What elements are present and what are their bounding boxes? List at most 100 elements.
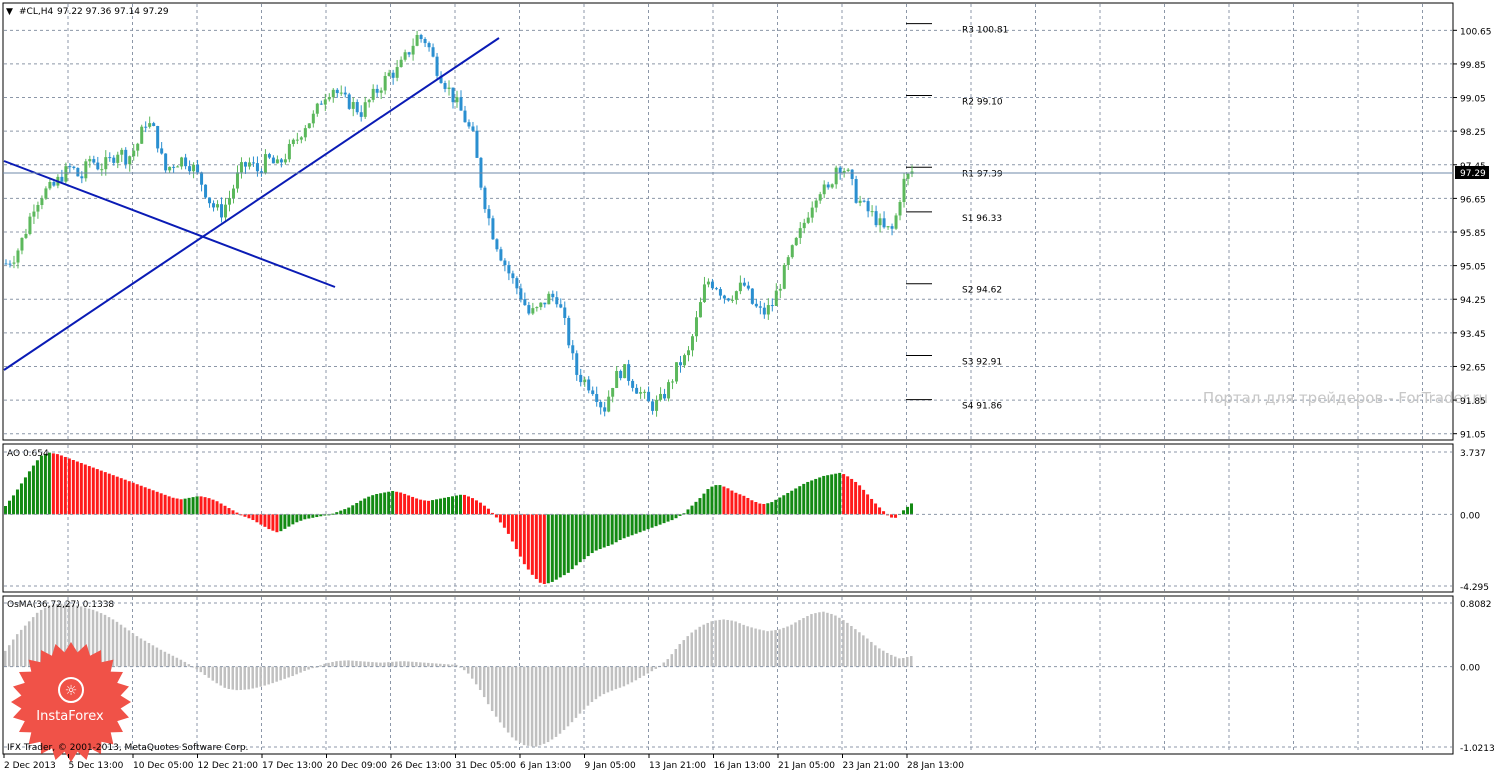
osma-bar	[762, 630, 765, 667]
ao-tick-label: 3.737	[1460, 449, 1486, 459]
ao-bar	[179, 499, 183, 515]
ao-bar	[439, 498, 443, 515]
candle-body	[770, 305, 774, 307]
osma-tick-label: 0.00	[1460, 664, 1480, 674]
time-tick-label: 28 Jan 13:00	[907, 761, 964, 771]
ao-bar	[247, 514, 251, 519]
time-tick-label: 5 Dec 13:00	[69, 761, 124, 771]
candle-body	[48, 182, 52, 189]
ao-bar	[702, 493, 706, 515]
osma-bar	[654, 666, 658, 669]
candle-body	[579, 374, 583, 383]
ao-bar	[299, 514, 303, 521]
ao-bar	[862, 489, 866, 515]
osma-bar	[690, 632, 693, 667]
candle-body	[603, 407, 607, 412]
ao-bar	[59, 455, 63, 515]
osma-bar	[698, 626, 701, 667]
ao-bar	[794, 488, 798, 515]
candle-body	[567, 317, 571, 346]
ao-bar	[143, 487, 147, 515]
candle-body	[722, 295, 726, 299]
candle-body	[447, 87, 451, 89]
candle-body	[575, 353, 579, 375]
osma-bar	[167, 653, 171, 667]
osma-bar	[11, 639, 15, 667]
osma-bar	[810, 614, 813, 667]
trendline-descending[interactable]	[3, 160, 336, 288]
price-panel-frame	[2, 2, 1454, 441]
chart-header-arrow: ▼	[6, 7, 13, 17]
osma-bar	[187, 664, 191, 667]
candle-body	[315, 103, 319, 114]
candle-body	[539, 302, 543, 308]
candle-body	[623, 364, 627, 379]
ao-bar	[526, 514, 530, 570]
osma-bar	[75, 605, 79, 667]
ao-bar	[642, 514, 646, 531]
ao-bar	[359, 500, 363, 515]
ao-bar	[694, 501, 698, 515]
ao-bar	[4, 506, 7, 515]
osma-bar	[910, 656, 913, 667]
ao-bar	[758, 503, 762, 515]
osma-bar	[171, 655, 175, 667]
trendlines[interactable]	[3, 37, 500, 371]
osma-bar	[718, 619, 721, 667]
ao-bar	[714, 485, 718, 515]
osma-bar	[379, 662, 382, 667]
osma-bar	[782, 627, 785, 667]
ao-bar	[674, 514, 678, 519]
time-tick-label: 9 Jan 05:00	[585, 761, 637, 771]
pivot-levels: R3 100.81 R2 99.10 R1 97.39 S1 96.33 S2 94.6…	[906, 23, 1008, 412]
osma-bar	[179, 659, 183, 667]
osma-bar	[435, 663, 438, 667]
candle-body	[307, 123, 311, 129]
osma-bar	[347, 660, 350, 667]
ao-bar	[43, 454, 47, 515]
ao-bar	[686, 509, 690, 515]
candle-body	[299, 137, 303, 140]
ao-bar	[31, 465, 35, 515]
osma-bar	[590, 666, 594, 703]
candle-body	[734, 291, 738, 300]
osma-bar	[694, 629, 697, 667]
candle-body	[263, 154, 267, 174]
ao-bar	[514, 514, 518, 550]
candle-body	[647, 391, 651, 402]
ao-bar	[478, 502, 482, 515]
osma-bar	[702, 624, 705, 667]
candle-body	[347, 94, 351, 109]
instaforex-logo[interactable]: ☼ InstaForex	[11, 642, 131, 762]
osma-bar	[203, 666, 207, 675]
candle-body	[239, 162, 243, 173]
osma-bar	[419, 662, 422, 667]
candle-body	[148, 123, 152, 127]
osma-bar	[7, 645, 11, 667]
ao-bar	[610, 514, 614, 545]
pivot-label: S2 94.62	[962, 286, 1002, 296]
ao-bar	[554, 514, 558, 580]
ao-bar	[618, 514, 622, 540]
osma-bar	[271, 666, 274, 684]
ao-bar	[718, 485, 722, 515]
osma-bar	[882, 650, 885, 667]
ao-bar	[351, 505, 355, 515]
osma-bar	[726, 619, 729, 667]
candle-body	[655, 399, 659, 411]
ao-bar	[614, 514, 618, 543]
ao-histogram	[4, 452, 913, 584]
trendline-ascending[interactable]	[3, 37, 500, 371]
ao-bar	[103, 472, 107, 515]
ao-bar	[55, 454, 59, 515]
ao-bar	[63, 456, 67, 515]
osma-bar	[766, 631, 769, 667]
candle-body	[112, 157, 116, 163]
osma-bar	[43, 607, 47, 667]
osma-bar	[670, 654, 674, 667]
osma-bar	[447, 664, 450, 667]
ao-bar	[111, 475, 115, 515]
ao-bar	[538, 514, 542, 583]
